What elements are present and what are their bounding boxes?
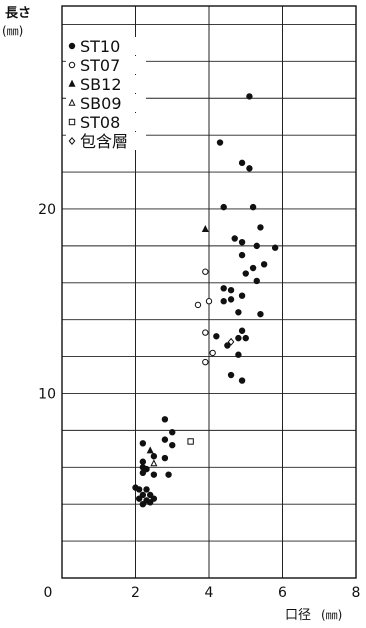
plot-frame — [61, 5, 357, 579]
y-tick-label: 10 — [38, 386, 56, 402]
legend-label: ST10 — [80, 37, 120, 56]
data-point — [249, 264, 257, 272]
data-point — [242, 270, 249, 277]
data-point — [135, 486, 143, 493]
data-point — [257, 310, 264, 318]
data-point — [246, 165, 253, 172]
data-point — [238, 251, 246, 259]
legend-marker — [68, 79, 76, 87]
data-point — [135, 495, 143, 502]
data-point — [169, 441, 176, 449]
legend-background — [66, 94, 146, 112]
data-point — [238, 159, 246, 167]
data-point — [205, 298, 213, 305]
data-point — [161, 454, 169, 462]
data-point — [220, 298, 227, 305]
data-point — [220, 203, 227, 211]
y-axis-unit: (㎜) — [2, 24, 23, 38]
data-point — [169, 429, 176, 436]
data-point — [235, 351, 242, 358]
legend-marker — [68, 137, 76, 145]
data-point — [194, 301, 202, 309]
y-tick-label: 20 — [38, 202, 56, 218]
x-tick-label: 4 — [205, 585, 214, 601]
data-points — [132, 93, 279, 508]
data-point — [238, 377, 246, 384]
legend-marker — [68, 61, 76, 69]
data-point — [161, 416, 169, 423]
data-point — [253, 242, 260, 250]
data-point — [209, 349, 216, 357]
data-point — [220, 285, 227, 292]
x-tick-label: 8 — [352, 585, 361, 601]
data-point — [216, 139, 224, 146]
data-point — [246, 93, 253, 100]
legend-background — [66, 113, 146, 131]
data-point — [150, 495, 158, 502]
data-point — [147, 499, 154, 506]
x-tick-label: 0 — [44, 585, 53, 601]
data-point — [147, 491, 154, 499]
x-axis-label: 口径 — [285, 608, 311, 623]
data-point — [235, 334, 242, 342]
y-axis-label: 長さ — [5, 6, 31, 21]
data-point — [231, 235, 238, 242]
legend-label: ST07 — [80, 56, 120, 75]
data-point — [202, 268, 209, 275]
data-point — [143, 465, 150, 473]
data-point — [227, 286, 235, 294]
grid — [62, 6, 356, 578]
data-point — [257, 224, 264, 231]
data-point — [227, 337, 235, 346]
data-point — [271, 244, 279, 251]
legend-label: 包含層 — [80, 132, 128, 151]
x-axis-unit: (㎜) — [321, 608, 342, 622]
legend-background — [66, 75, 146, 93]
data-point — [202, 329, 209, 336]
data-point — [150, 471, 158, 478]
data-point — [143, 486, 150, 493]
data-point — [213, 333, 220, 340]
data-point — [146, 446, 154, 454]
data-point — [224, 342, 231, 349]
x-tick-label: 6 — [278, 585, 287, 601]
data-point — [139, 440, 147, 447]
data-point — [238, 238, 246, 246]
data-point — [253, 277, 260, 285]
data-point — [227, 296, 235, 303]
data-point — [242, 334, 249, 342]
data-point — [249, 203, 257, 211]
legend-background — [66, 56, 146, 74]
legend-marker — [68, 98, 76, 106]
data-point — [161, 436, 169, 443]
data-point — [238, 292, 246, 299]
data-point — [201, 224, 209, 232]
data-point — [260, 261, 268, 268]
legend-marker — [68, 118, 76, 126]
tick-labels: 0 2 4 6 8 10 20 — [38, 202, 360, 601]
data-point — [187, 438, 194, 445]
data-point — [238, 327, 246, 334]
data-point — [139, 491, 147, 499]
x-tick-label: 2 — [131, 585, 140, 601]
legend-label: SB12 — [80, 75, 122, 94]
data-point — [202, 358, 209, 366]
legend-label: ST08 — [80, 113, 120, 132]
data-point — [165, 471, 172, 478]
legend-marker — [68, 42, 76, 50]
legend-label: SB09 — [80, 94, 122, 113]
data-point — [150, 453, 158, 460]
data-point — [139, 458, 147, 465]
data-point — [227, 371, 235, 379]
data-point — [139, 500, 147, 508]
legend-background — [66, 132, 146, 150]
data-point — [150, 459, 158, 467]
data-point — [235, 309, 242, 316]
legend-background — [66, 37, 146, 55]
data-point — [139, 469, 147, 477]
